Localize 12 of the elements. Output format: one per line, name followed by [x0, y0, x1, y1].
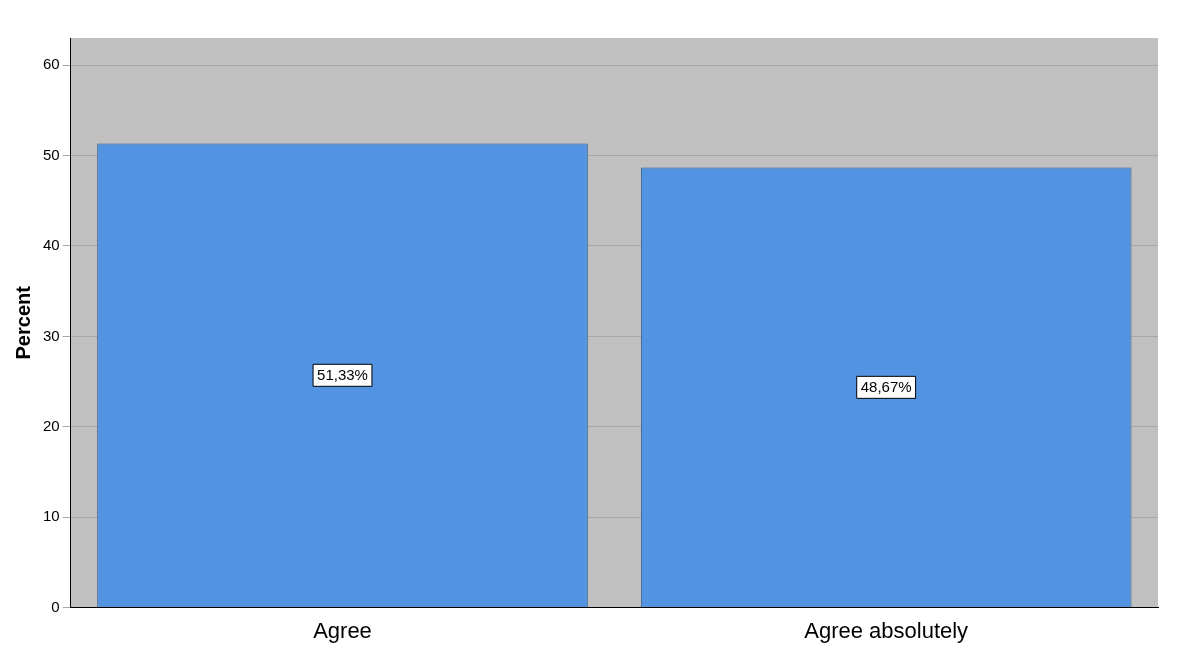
y-tick-label: 40 — [43, 236, 60, 254]
data-label: 48,67% — [860, 378, 912, 396]
y-axis-title: Percent — [11, 285, 34, 360]
data-label: 51,33% — [317, 366, 368, 384]
y-tick-label: 0 — [51, 597, 60, 615]
x-tick-label: Agree absolutely — [804, 617, 969, 643]
y-tick-label: 20 — [43, 416, 60, 434]
y-tick-label: 30 — [43, 326, 60, 344]
y-tick-label: 10 — [43, 507, 60, 525]
x-tick-label: Agree — [313, 617, 372, 643]
y-tick-label: 60 — [43, 55, 60, 73]
y-tick-label: 50 — [43, 145, 60, 163]
